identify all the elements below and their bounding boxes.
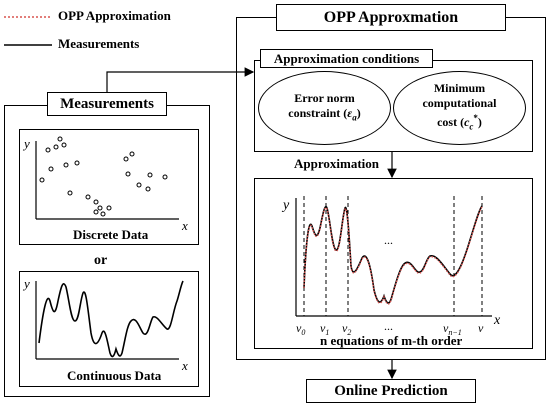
tick-v1: v1	[320, 321, 329, 337]
error-norm-ellipse: Error norm constraint (εa)	[258, 71, 391, 145]
legend-measure-label: Measurements	[58, 36, 140, 51]
approximation-box	[254, 178, 533, 349]
tick-v2: v2	[342, 321, 351, 337]
legend-approx-label: OPP Approximation	[58, 8, 171, 23]
error-norm-line1: Error norm	[294, 90, 355, 105]
approx-separators	[303, 196, 483, 316]
tick-v0: v0	[296, 321, 305, 337]
min-cost-line1: Minimum	[433, 81, 486, 96]
discrete-axis-y-label: y	[22, 136, 30, 151]
arrow-measurements-to-conditions	[106, 67, 255, 92]
approx-ellipsis: ...	[384, 233, 393, 247]
tick-ellipsis: ...	[384, 319, 393, 333]
continuous-curve	[38, 280, 184, 358]
approximation-plot: y x ... v0 v1 v2 ... vn−1 v n equations …	[281, 196, 501, 348]
approx-caption: n equations of m-th order	[320, 333, 463, 348]
continuous-plot: y x Continuous Data	[22, 276, 188, 383]
discrete-caption: Discrete Data	[73, 227, 149, 242]
continuous-axis-x-label: x	[181, 358, 188, 373]
measurements-title: Measurements	[47, 92, 167, 116]
approx-approximation-curve	[303, 206, 483, 305]
min-cost-ellipse: Minimum computational cost (cc*)	[393, 71, 526, 145]
discrete-points	[39, 136, 168, 217]
approx-measurement-curve	[303, 205, 483, 304]
discrete-axis-x-label: x	[181, 218, 188, 233]
error-norm-line2: constraint (εa)	[288, 105, 361, 123]
approx-axis-y-label: y	[281, 198, 290, 213]
approx-axis-x-label: x	[493, 313, 501, 328]
or-label: or	[94, 253, 108, 268]
discrete-plot: y x Discrete Data	[22, 136, 188, 242]
continuous-caption: Continuous Data	[67, 368, 162, 383]
continuous-axis-y-label: y	[22, 276, 30, 291]
tick-v: v	[478, 321, 484, 335]
conditions-title: Approximation conditions	[260, 49, 433, 68]
min-cost-line2: computational	[422, 96, 497, 111]
opp-panel-title: OPP Approxmation	[276, 4, 506, 31]
approximation-label: Approximation	[294, 156, 379, 171]
legend	[4, 16, 52, 46]
online-prediction-box: Online Prediction	[306, 379, 476, 403]
min-cost-line3: cost (cc*)	[437, 113, 482, 132]
